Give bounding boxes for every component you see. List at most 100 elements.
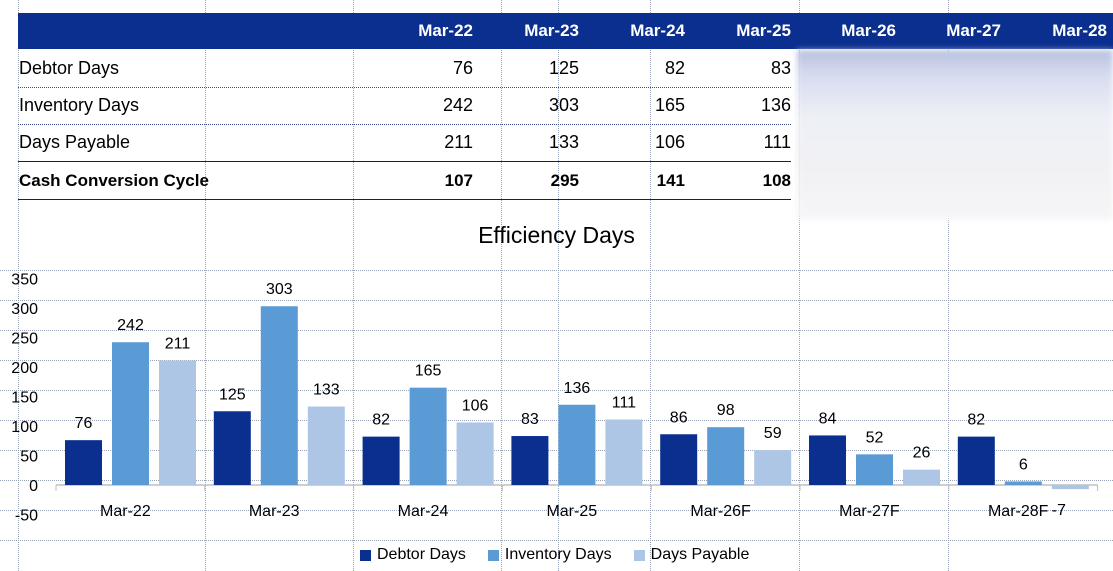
column-header: Mar-26 [841,21,896,40]
table-row-total: Cash Conversion Cycle 107 295 141 108 [18,162,791,200]
y-tick-label: 300 [11,301,38,318]
table-cell: 82 [664,58,685,78]
x-tick-label: Mar-24 [398,503,449,520]
table-cell: 165 [654,95,685,115]
legend-label: Debtor Days [377,546,466,563]
data-label: 133 [313,382,340,399]
y-tick-label: 250 [11,331,38,348]
data-label: 98 [717,402,735,419]
grid-line [0,270,1113,271]
bar [1004,481,1042,485]
chart-title: Efficiency Days [478,222,635,248]
blurred-forecast-cells [797,50,1113,220]
grid-line [0,540,1113,541]
bar [159,360,196,485]
table-cell: 106 [654,132,685,152]
table-row: Inventory Days 242 303 165 136 [18,87,791,125]
bar [307,406,345,485]
grid-line [18,0,19,571]
legend-label: Inventory Days [504,546,612,563]
column-header: Mar-25 [736,21,791,40]
bar [213,411,251,485]
x-tick-label: Mar-26F [690,503,751,520]
data-label: 211 [165,336,191,353]
bar [112,342,149,485]
x-tick-label: Mar-27F [839,503,900,520]
data-label: 86 [670,409,688,426]
row-label: Cash Conversion Cycle [19,171,209,190]
table-cell: 141 [656,171,685,190]
table-cell: 83 [770,58,791,78]
data-label: 84 [819,410,837,427]
bar [754,450,792,485]
bar [456,422,494,485]
table-cell: 107 [444,171,473,190]
table-cell: 133 [548,132,579,152]
data-label: -7 [1052,502,1066,519]
bar [903,469,940,485]
grid-line [353,0,354,571]
row-label: Debtor Days [19,58,120,78]
data-label: 6 [1019,456,1028,473]
legend-item: Days Payable [633,546,750,564]
bar [511,436,549,485]
grid-line [0,360,1113,361]
table-row: Days Payable 211 133 106 111 [18,124,791,162]
y-tick-label: 200 [11,360,38,377]
data-label: 52 [866,429,884,446]
data-label: 82 [967,412,985,429]
table-cell: 295 [550,171,579,190]
x-tick-label: Mar-25 [546,503,597,520]
grid-line [0,300,1113,301]
data-label: 165 [415,363,442,380]
grid-line [0,510,1113,511]
table-cell: 303 [548,95,579,115]
y-tick-label: 350 [11,272,38,289]
data-label: 76 [75,415,93,432]
y-tick-label: 150 [11,390,38,407]
y-tick-label: 50 [20,449,38,466]
data-label: 83 [521,411,539,428]
bar [809,435,846,485]
bar [660,434,698,485]
chart-legend: Debtor Days Inventory Days Days Payable [360,545,771,565]
column-header: Mar-24 [630,21,685,40]
y-tick-label: 0 [29,478,38,495]
column-header: Mar-22 [418,21,473,40]
bar [558,404,596,485]
grid-line [558,0,559,571]
legend-swatch [487,549,499,561]
row-label: Inventory Days [19,95,140,115]
grid-line [205,0,206,571]
data-label: 303 [266,281,293,298]
grid-line [650,0,651,571]
grid-line [948,0,949,571]
y-tick-label: 100 [11,419,38,436]
bar [957,436,995,485]
row-label: Days Payable [19,132,131,152]
data-label: 136 [564,380,591,397]
x-tick-label: Mar-22 [100,503,151,520]
legend-swatch [360,549,371,561]
table-row: Debtor Days 76 125 82 83 [18,50,791,88]
data-label: 111 [612,395,636,412]
grid-line [799,0,800,571]
legend-item: Debtor Days [360,546,466,564]
grid-line [501,0,502,571]
table-cell: 136 [760,95,791,115]
legend-label: Days Payable [650,546,750,563]
grid-line [0,450,1113,451]
bar [856,454,893,485]
data-label: 59 [764,425,782,442]
data-label: 26 [913,445,931,462]
data-label: 82 [372,412,390,429]
column-header: Mar-23 [524,21,579,40]
y-tick-label: -50 [15,508,38,525]
grid-line [0,480,1113,481]
table-cell: 242 [442,95,473,115]
bar [605,419,643,485]
x-tick-label: Mar-28F [988,503,1049,520]
legend-item: Inventory Days [487,546,612,564]
bar [1051,485,1089,490]
